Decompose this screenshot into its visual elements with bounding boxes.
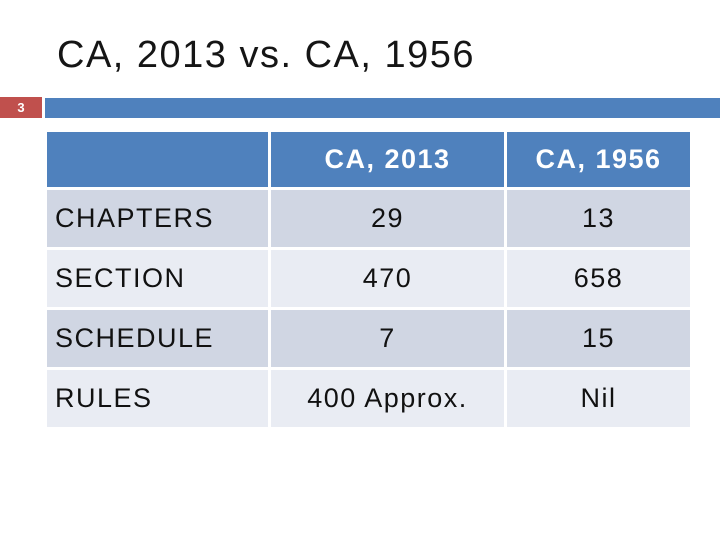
chapters-ca-1956-value: 13	[507, 190, 690, 247]
rules-ca-1956-value: Nil	[507, 370, 690, 427]
rules-ca-2013-value: 400 Approx.	[271, 370, 504, 427]
page-number-badge: 3	[0, 97, 42, 118]
comparison-table: CA, 2013 CA, 1956 CHAPTERS 29 13 SECTION…	[47, 132, 690, 427]
section-ca-1956-value: 658	[507, 250, 690, 307]
title-underline-bar	[45, 98, 720, 118]
page-number: 3	[17, 100, 25, 115]
schedule-ca-2013-value: 7	[271, 310, 504, 367]
row-label-chapters: CHAPTERS	[47, 190, 268, 247]
section-ca-2013-value: 470	[271, 250, 504, 307]
chapters-ca-2013-value: 29	[271, 190, 504, 247]
table-header-ca-2013: CA, 2013	[271, 132, 504, 187]
schedule-ca-1956-value: 15	[507, 310, 690, 367]
table-header-ca-1956: CA, 1956	[507, 132, 690, 187]
slide-title: CA, 2013 vs. CA, 1956	[57, 34, 476, 76]
table-header-corner	[47, 132, 268, 187]
row-label-rules: RULES	[47, 370, 268, 427]
row-label-schedule: SCHEDULE	[47, 310, 268, 367]
row-label-section: SECTION	[47, 250, 268, 307]
